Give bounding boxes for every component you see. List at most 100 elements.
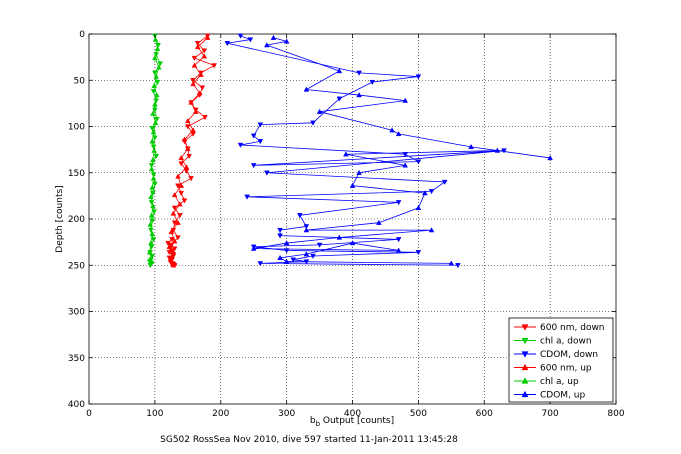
data-point — [171, 238, 178, 244]
data-point — [257, 122, 264, 128]
data-point — [148, 240, 154, 246]
series-cdom-down — [224, 33, 507, 269]
data-point — [415, 74, 422, 80]
data-point — [336, 234, 343, 240]
data-point — [154, 45, 161, 51]
data-point — [316, 242, 323, 248]
data-point — [146, 249, 153, 255]
data-point — [178, 161, 185, 167]
data-point — [303, 251, 310, 257]
data-point — [186, 153, 192, 160]
data-point — [149, 184, 156, 190]
data-point — [183, 164, 190, 170]
y-tick-label: 300 — [68, 308, 85, 318]
data-point — [151, 82, 158, 88]
legend-box — [508, 317, 614, 403]
data-point — [175, 219, 181, 225]
legend-entry: chl a, down — [514, 337, 592, 347]
data-point — [170, 249, 177, 255]
data-point — [171, 192, 178, 198]
legend-swatch-marker — [521, 351, 529, 358]
data-point — [150, 203, 156, 209]
data-point — [147, 221, 154, 227]
x-tick-label: 200 — [212, 409, 229, 419]
data-point — [303, 224, 310, 230]
data-point — [415, 250, 422, 256]
legend-entry: chl a, up — [514, 377, 579, 387]
data-point — [175, 173, 181, 179]
data-point — [303, 227, 310, 233]
data-point — [277, 233, 283, 239]
y-tick-label: 400 — [68, 400, 85, 410]
data-point — [369, 79, 376, 86]
legend-entry: CDOM, up — [514, 391, 585, 401]
legend-label: CDOM, up — [540, 391, 585, 401]
data-point — [177, 201, 183, 207]
data-point — [178, 155, 185, 161]
legend: 600 nm, down chl a, down CDOM, down 600 nm,… — [508, 317, 614, 403]
y-tick-label: 250 — [68, 261, 85, 271]
data-point — [150, 89, 157, 95]
data-point — [170, 210, 177, 216]
data-point — [422, 190, 428, 196]
y-tick-label: 100 — [68, 123, 85, 133]
data-point — [356, 92, 362, 98]
data-point — [250, 133, 257, 139]
data-point — [190, 127, 196, 133]
data-point — [191, 62, 198, 68]
data-point — [178, 182, 185, 188]
data-point — [152, 70, 158, 76]
data-point — [303, 86, 310, 92]
data-point — [201, 48, 208, 54]
data-point — [349, 240, 356, 246]
data-point — [270, 34, 277, 40]
series-chl-a-up — [146, 36, 162, 264]
x-tick-label: 800 — [607, 409, 624, 419]
data-point — [157, 61, 163, 67]
data-point — [152, 36, 159, 42]
data-point — [196, 90, 203, 96]
data-point — [244, 194, 250, 200]
data-point — [168, 229, 175, 235]
data-point — [150, 156, 156, 162]
figure-caption: SG502 RossSea Nov 2010, dive 597 started… — [160, 435, 458, 445]
data-point — [148, 166, 155, 172]
data-point — [428, 189, 435, 195]
data-point — [192, 108, 199, 114]
data-point — [148, 193, 154, 199]
legend-swatch-marker — [521, 390, 529, 398]
data-point — [181, 198, 188, 204]
data-point — [310, 253, 316, 259]
data-point — [152, 55, 158, 61]
data-point — [188, 176, 194, 182]
legend-label: CDOM, down — [540, 350, 598, 360]
data-point — [316, 108, 323, 114]
data-point — [152, 135, 158, 141]
data-point — [175, 183, 181, 189]
data-point — [154, 79, 161, 86]
data-point — [184, 145, 191, 151]
data-point — [402, 152, 409, 158]
data-point — [356, 70, 362, 76]
data-point — [224, 41, 231, 47]
y-tick-label: 0 — [79, 30, 85, 40]
data-point — [153, 73, 160, 79]
data-point — [150, 129, 157, 135]
y-tick-label: 200 — [68, 215, 85, 225]
data-point — [149, 138, 156, 144]
series-cdom-up — [250, 34, 553, 266]
data-point — [184, 118, 191, 124]
data-point — [494, 147, 501, 153]
data-point — [190, 78, 196, 84]
data-point — [148, 212, 155, 218]
data-point — [448, 260, 455, 266]
data-point — [336, 96, 343, 102]
x-tick-label: 0 — [86, 409, 92, 419]
data-point — [395, 130, 402, 137]
x-axis-label: bb Output [counts] — [310, 416, 394, 428]
y-tick-label: 350 — [68, 354, 85, 364]
data-point — [188, 99, 194, 105]
legend-entry: 600 nm, up — [514, 364, 592, 374]
data-point — [250, 163, 257, 169]
data-point — [177, 213, 183, 219]
